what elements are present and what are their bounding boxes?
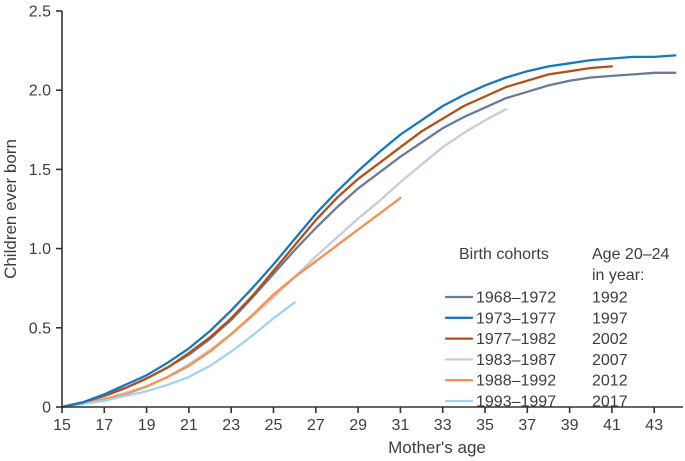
series-line-1973–1977 — [60, 54, 677, 409]
x-tick-label: 21 — [180, 417, 198, 434]
series-line-1968–1972 — [60, 71, 677, 409]
y-tick-label: 1.5 — [29, 162, 51, 179]
x-tick-label: 39 — [561, 417, 579, 434]
legend-year-label: 2012 — [592, 373, 628, 390]
x-tick-label: 17 — [95, 417, 113, 434]
y-tick-label: 2.5 — [29, 4, 51, 21]
x-axis-title: Mother's age — [388, 438, 486, 457]
legend-cohort-label: 1983–1987 — [476, 352, 556, 369]
legend-cohort-label: 1973–1977 — [476, 310, 556, 327]
legend-year-label: 2002 — [592, 331, 628, 348]
tick-marks-and-labels: 15 17 19 21 23 25 27 29 31 33 35 37 39 41 43 0 0.5 1.0 1.5… — [29, 4, 663, 435]
x-tick-label: 43 — [645, 417, 663, 434]
y-tick-label: 0 — [42, 400, 51, 417]
y-axis-title: Children ever born — [1, 139, 20, 279]
series-line-1977–1982 — [60, 65, 614, 409]
curve-lines — [60, 54, 677, 409]
legend-cohort-label: 1977–1982 — [476, 331, 556, 348]
legend-year-label: 2007 — [592, 352, 628, 369]
y-tick-label: 0.5 — [29, 320, 51, 337]
x-tick-label: 31 — [392, 417, 410, 434]
series-line-1993–1997 — [60, 301, 296, 409]
y-tick-label: 2.0 — [29, 83, 51, 100]
legend-cohort-label: 1993–1997 — [476, 394, 556, 411]
legend-birth-cohorts-title: Birth cohorts — [459, 246, 549, 263]
x-tick-label: 29 — [349, 417, 367, 434]
legend-cohort-label: 1988–1992 — [476, 373, 556, 390]
axes — [61, 11, 683, 408]
x-tick-label: 33 — [434, 417, 452, 434]
x-tick-label: 19 — [138, 417, 156, 434]
legend-year-label: 1997 — [592, 310, 628, 327]
legend-age-title-line1: Age 20–24 — [592, 246, 670, 263]
legend-year-label: 2017 — [592, 394, 628, 411]
x-tick-label: 23 — [222, 417, 240, 434]
y-tick-label: 1.0 — [29, 241, 51, 258]
x-tick-label: 37 — [518, 417, 536, 434]
legend-cohort-label: 1968–1972 — [476, 290, 556, 307]
legend-year-label: 1992 — [592, 290, 628, 307]
x-tick-label: 27 — [307, 417, 325, 434]
x-tick-label: 35 — [476, 417, 494, 434]
x-tick-label: 41 — [603, 417, 621, 434]
series-line-1988–1992 — [60, 196, 402, 409]
legend: Birth cohorts Age 20–24 in year: 1968–19… — [444, 246, 670, 411]
x-tick-label: 15 — [53, 417, 71, 434]
legend-rows: 1968–1972 1992 1973–1977 1997 1977–1982 2002 1… — [444, 290, 628, 411]
legend-age-title-line2: in year: — [592, 267, 644, 284]
x-tick-label: 25 — [265, 417, 283, 434]
